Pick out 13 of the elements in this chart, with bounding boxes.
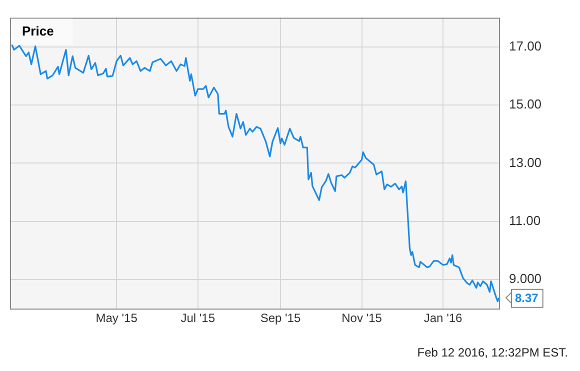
text: Feb 12 2016, 12:32PM EST. [417,345,568,360]
y-tick-label: 15.00 [509,96,542,112]
text: Price [22,23,54,38]
x-tick-label: Sep '15 [260,311,301,326]
x-tick-label: Jan '16 [424,311,463,326]
x-tick-label: Jul '15 [180,311,216,326]
annotation: 8.37 [515,291,539,306]
y-tick-label: 13.00 [509,154,542,170]
x-tick-label: May '15 [96,311,138,326]
y-tick-label: 17.00 [509,38,542,54]
y-tick-label: 9.000 [509,271,542,286]
y-tick-label: 11.00 [509,212,541,228]
x-tick-label: Nov '15 [342,311,382,326]
